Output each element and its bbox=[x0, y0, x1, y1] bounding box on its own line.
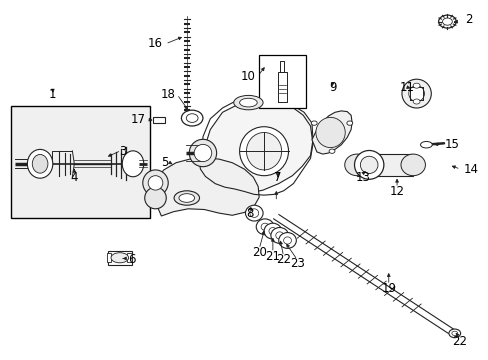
Text: 2: 2 bbox=[465, 13, 472, 26]
Text: 5: 5 bbox=[161, 156, 169, 169]
Ellipse shape bbox=[451, 331, 457, 336]
Ellipse shape bbox=[448, 329, 460, 338]
Ellipse shape bbox=[186, 114, 198, 122]
Ellipse shape bbox=[142, 170, 168, 196]
Bar bbox=[152, 117, 164, 123]
Text: 14: 14 bbox=[463, 163, 478, 176]
Ellipse shape bbox=[261, 223, 268, 230]
Text: 13: 13 bbox=[355, 171, 369, 184]
Ellipse shape bbox=[420, 141, 431, 148]
Ellipse shape bbox=[27, 149, 53, 178]
Ellipse shape bbox=[311, 121, 317, 125]
Ellipse shape bbox=[408, 86, 424, 102]
Ellipse shape bbox=[360, 156, 377, 174]
Ellipse shape bbox=[122, 151, 143, 177]
Bar bbox=[356, 154, 412, 176]
Ellipse shape bbox=[275, 232, 283, 239]
Bar bbox=[259, 55, 305, 108]
Ellipse shape bbox=[315, 117, 345, 148]
Text: 16: 16 bbox=[147, 37, 162, 50]
Bar bbox=[107, 251, 132, 265]
Ellipse shape bbox=[400, 154, 425, 176]
Text: 4: 4 bbox=[70, 171, 78, 184]
Ellipse shape bbox=[442, 18, 451, 25]
Ellipse shape bbox=[264, 223, 281, 239]
Ellipse shape bbox=[438, 15, 455, 28]
Ellipse shape bbox=[344, 154, 368, 176]
Text: 22: 22 bbox=[451, 335, 466, 348]
Text: 6: 6 bbox=[128, 253, 136, 266]
Text: 12: 12 bbox=[389, 185, 404, 198]
Ellipse shape bbox=[239, 98, 257, 107]
Text: 20: 20 bbox=[251, 246, 266, 259]
Ellipse shape bbox=[179, 194, 194, 202]
Ellipse shape bbox=[181, 110, 203, 126]
Polygon shape bbox=[203, 101, 312, 194]
Text: 9: 9 bbox=[328, 81, 336, 94]
Text: 23: 23 bbox=[289, 257, 304, 270]
Ellipse shape bbox=[328, 149, 334, 153]
Text: 3: 3 bbox=[119, 145, 127, 158]
Ellipse shape bbox=[270, 228, 288, 243]
Ellipse shape bbox=[268, 228, 276, 235]
Text: 18: 18 bbox=[160, 88, 175, 101]
Ellipse shape bbox=[278, 233, 296, 248]
Text: 1: 1 bbox=[49, 88, 57, 101]
Text: 22: 22 bbox=[276, 253, 290, 266]
Ellipse shape bbox=[233, 95, 263, 110]
Text: 15: 15 bbox=[444, 138, 459, 151]
Polygon shape bbox=[154, 158, 259, 216]
Text: 21: 21 bbox=[265, 250, 280, 263]
Text: 7: 7 bbox=[273, 171, 281, 184]
Ellipse shape bbox=[256, 219, 273, 235]
Ellipse shape bbox=[194, 144, 211, 162]
Ellipse shape bbox=[148, 176, 163, 190]
Ellipse shape bbox=[245, 205, 263, 221]
Text: 19: 19 bbox=[381, 282, 395, 295]
Ellipse shape bbox=[412, 83, 419, 88]
Ellipse shape bbox=[111, 253, 128, 263]
Ellipse shape bbox=[249, 209, 258, 217]
Text: 17: 17 bbox=[130, 113, 145, 126]
Ellipse shape bbox=[239, 127, 288, 176]
Text: 8: 8 bbox=[246, 207, 254, 220]
Text: 11: 11 bbox=[399, 81, 413, 94]
Ellipse shape bbox=[144, 187, 166, 209]
Ellipse shape bbox=[401, 79, 430, 108]
Ellipse shape bbox=[412, 99, 419, 104]
Text: 10: 10 bbox=[240, 70, 255, 83]
Ellipse shape bbox=[189, 139, 216, 167]
Bar bbox=[127, 253, 132, 262]
Bar bbox=[106, 253, 111, 262]
Bar bbox=[11, 106, 150, 218]
Ellipse shape bbox=[32, 154, 48, 173]
Ellipse shape bbox=[354, 150, 383, 179]
Ellipse shape bbox=[174, 191, 199, 205]
Ellipse shape bbox=[283, 237, 291, 244]
Ellipse shape bbox=[346, 121, 352, 125]
Ellipse shape bbox=[246, 132, 281, 170]
Polygon shape bbox=[311, 111, 351, 154]
